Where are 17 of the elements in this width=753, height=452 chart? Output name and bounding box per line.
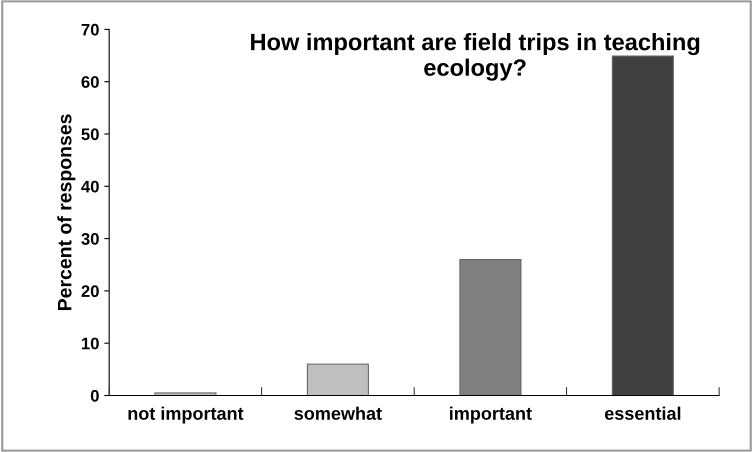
x-tick-label: important: [450, 406, 532, 424]
y-tick-label: 0: [90, 390, 99, 402]
y-tick-label: 50: [81, 128, 99, 140]
y-tick-label: 60: [82, 76, 99, 88]
bar: [459, 258, 522, 396]
bar: [612, 56, 674, 396]
y-tick-label: 30: [81, 232, 99, 245]
y-tick-label: 40: [81, 180, 99, 192]
y-tick-label: 70: [82, 24, 99, 36]
bar: [306, 364, 369, 396]
x-tick-label: not important: [128, 406, 244, 424]
x-tick-label: essential: [604, 406, 680, 420]
y-tick-label: 20: [82, 285, 99, 298]
x-tick-label: somewhat: [294, 406, 382, 420]
y-axis-title: Percent of responses: [57, 114, 76, 310]
y-tick-label: 10: [82, 338, 99, 350]
text: How important are field trips in teaching ecology?: [251, 33, 700, 81]
